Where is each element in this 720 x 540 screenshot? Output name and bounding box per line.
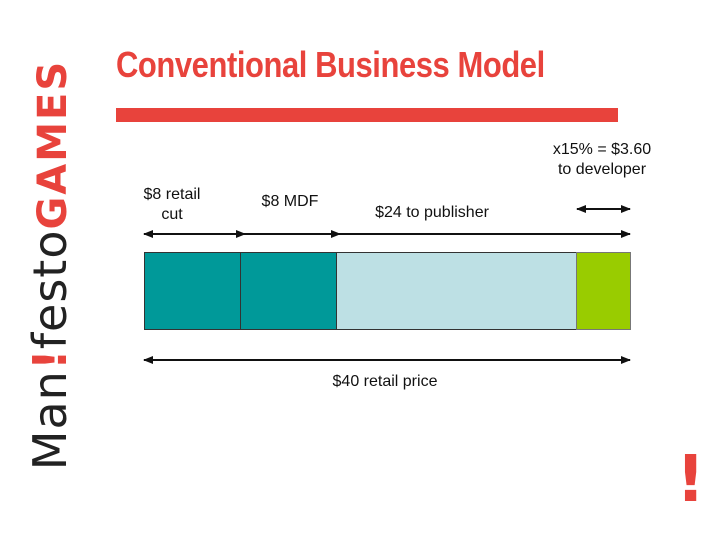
label-retail-cut: $8 retail cut	[130, 185, 214, 225]
label-retail-cut-line1: $8 retail	[143, 186, 201, 203]
segment-developer	[576, 252, 631, 330]
logo-part-games: GAMES	[30, 59, 76, 230]
logo-wordmark: Man!festoGAMES	[23, 59, 77, 470]
segment-retail-cut	[144, 252, 241, 330]
brand-logo: Man!festoGAMES	[0, 0, 100, 540]
label-publisher: $24 to publisher	[375, 204, 489, 221]
logo-part-man: Man	[23, 370, 77, 471]
logo-part-bang: !	[23, 349, 77, 371]
label-developer-line2: to developer	[557, 161, 647, 178]
segment-mdf	[240, 252, 337, 330]
label-retail-price: $40 retail price	[332, 373, 438, 390]
segment-publisher	[336, 252, 577, 330]
title-underline	[116, 108, 618, 122]
label-mdf: $8 MDF	[261, 193, 319, 210]
label-retail-cut-line2: cut	[161, 206, 183, 223]
label-developer: x15% = $3.60 to developer	[540, 140, 664, 180]
corner-exclamation-icon: !	[676, 443, 706, 517]
logo-part-festo: festo	[23, 229, 77, 350]
label-developer-line1: x15% = $3.60	[552, 141, 652, 158]
slide-title: Conventional Business Model	[116, 44, 545, 85]
